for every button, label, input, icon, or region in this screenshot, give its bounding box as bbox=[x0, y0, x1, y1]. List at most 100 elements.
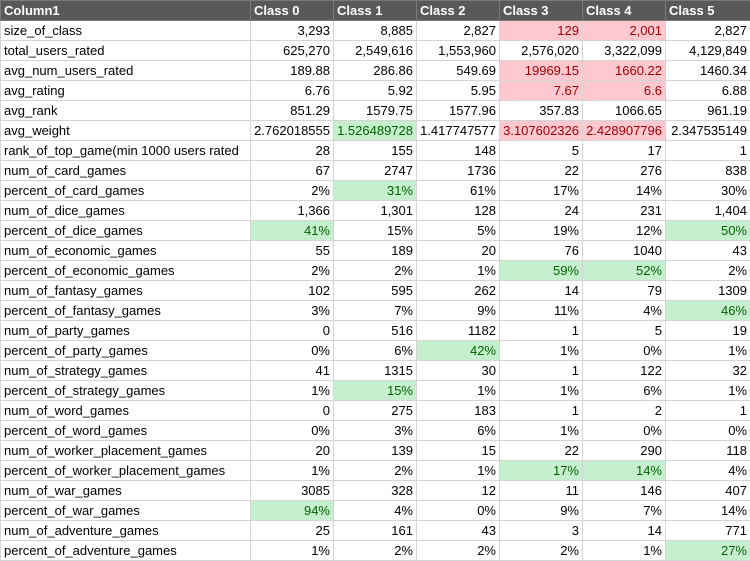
cell-class-4[interactable]: 0% bbox=[582, 340, 666, 361]
cell-class-5[interactable]: 14% bbox=[665, 500, 750, 521]
row-label[interactable]: num_of_strategy_games bbox=[0, 360, 251, 381]
cell-class-0[interactable]: 1,366 bbox=[250, 200, 334, 221]
cell-class-1[interactable]: 2% bbox=[333, 540, 417, 561]
cell-class-3[interactable]: 59% bbox=[499, 260, 583, 281]
cell-class-5[interactable]: 1460.34 bbox=[665, 60, 750, 81]
cell-class-4[interactable]: 4% bbox=[582, 300, 666, 321]
cell-class-3[interactable]: 1% bbox=[499, 340, 583, 361]
cell-class-1[interactable]: 328 bbox=[333, 480, 417, 501]
cell-class-2[interactable]: 1,553,960 bbox=[416, 40, 500, 61]
cell-class-2[interactable]: 1% bbox=[416, 460, 500, 481]
cell-class-5[interactable]: 1% bbox=[665, 380, 750, 401]
cell-class-4[interactable]: 1% bbox=[582, 540, 666, 561]
cell-class-0[interactable]: 2% bbox=[250, 180, 334, 201]
cell-class-2[interactable]: 262 bbox=[416, 280, 500, 301]
cell-class-2[interactable]: 549.69 bbox=[416, 60, 500, 81]
cell-class-1[interactable]: 286.86 bbox=[333, 60, 417, 81]
cell-class-5[interactable]: 4% bbox=[665, 460, 750, 481]
row-label[interactable]: avg_rating bbox=[0, 80, 251, 101]
row-label[interactable]: num_of_economic_games bbox=[0, 240, 251, 261]
cell-class-3[interactable]: 24 bbox=[499, 200, 583, 221]
cell-class-4[interactable]: 14 bbox=[582, 520, 666, 541]
cell-class-4[interactable]: 2.428907796 bbox=[582, 120, 666, 141]
cell-class-0[interactable]: 94% bbox=[250, 500, 334, 521]
cell-class-1[interactable]: 1,301 bbox=[333, 200, 417, 221]
cell-class-2[interactable]: 1182 bbox=[416, 320, 500, 341]
row-label[interactable]: percent_of_card_games bbox=[0, 180, 251, 201]
cell-class-5[interactable]: 2,827 bbox=[665, 20, 750, 41]
cell-class-3[interactable]: 2,576,020 bbox=[499, 40, 583, 61]
cell-class-3[interactable]: 22 bbox=[499, 440, 583, 461]
cell-class-4[interactable]: 6% bbox=[582, 380, 666, 401]
cell-class-3[interactable]: 357.83 bbox=[499, 100, 583, 121]
row-label[interactable]: size_of_class bbox=[0, 20, 251, 41]
cell-class-5[interactable]: 2% bbox=[665, 260, 750, 281]
cell-class-5[interactable]: 118 bbox=[665, 440, 750, 461]
row-label[interactable]: percent_of_dice_games bbox=[0, 220, 251, 241]
row-label[interactable]: num_of_fantasy_games bbox=[0, 280, 251, 301]
cell-class-2[interactable]: 0% bbox=[416, 500, 500, 521]
column-header-class-0[interactable]: Class 0 bbox=[250, 0, 334, 21]
row-label[interactable]: rank_of_top_game(min 1000 users rated bbox=[0, 140, 251, 161]
cell-class-4[interactable]: 79 bbox=[582, 280, 666, 301]
cell-class-0[interactable]: 41% bbox=[250, 220, 334, 241]
cell-class-3[interactable]: 17% bbox=[499, 180, 583, 201]
cell-class-5[interactable]: 27% bbox=[665, 540, 750, 561]
cell-class-2[interactable]: 15 bbox=[416, 440, 500, 461]
row-label[interactable]: percent_of_fantasy_games bbox=[0, 300, 251, 321]
cell-class-1[interactable]: 4% bbox=[333, 500, 417, 521]
cell-class-5[interactable]: 0% bbox=[665, 420, 750, 441]
cell-class-2[interactable]: 42% bbox=[416, 340, 500, 361]
cell-class-3[interactable]: 7.67 bbox=[499, 80, 583, 101]
cell-class-0[interactable]: 6.76 bbox=[250, 80, 334, 101]
cell-class-1[interactable]: 31% bbox=[333, 180, 417, 201]
cell-class-4[interactable]: 276 bbox=[582, 160, 666, 181]
row-label[interactable]: percent_of_strategy_games bbox=[0, 380, 251, 401]
cell-class-5[interactable]: 43 bbox=[665, 240, 750, 261]
cell-class-2[interactable]: 183 bbox=[416, 400, 500, 421]
cell-class-4[interactable]: 6.6 bbox=[582, 80, 666, 101]
cell-class-1[interactable]: 1.526489728 bbox=[333, 120, 417, 141]
cell-class-0[interactable]: 2% bbox=[250, 260, 334, 281]
row-label[interactable]: percent_of_economic_games bbox=[0, 260, 251, 281]
cell-class-5[interactable]: 32 bbox=[665, 360, 750, 381]
cell-class-1[interactable]: 189 bbox=[333, 240, 417, 261]
cell-class-5[interactable]: 46% bbox=[665, 300, 750, 321]
cell-class-2[interactable]: 2,827 bbox=[416, 20, 500, 41]
cell-class-4[interactable]: 1040 bbox=[582, 240, 666, 261]
cell-class-2[interactable]: 5.95 bbox=[416, 80, 500, 101]
cell-class-4[interactable]: 122 bbox=[582, 360, 666, 381]
row-label[interactable]: total_users_rated bbox=[0, 40, 251, 61]
cell-class-3[interactable]: 76 bbox=[499, 240, 583, 261]
row-label[interactable]: avg_rank bbox=[0, 100, 251, 121]
cell-class-1[interactable]: 1579.75 bbox=[333, 100, 417, 121]
cell-class-4[interactable]: 17 bbox=[582, 140, 666, 161]
cell-class-1[interactable]: 2,549,616 bbox=[333, 40, 417, 61]
cell-class-1[interactable]: 7% bbox=[333, 300, 417, 321]
cell-class-5[interactable]: 1,404 bbox=[665, 200, 750, 221]
cell-class-0[interactable]: 67 bbox=[250, 160, 334, 181]
cell-class-0[interactable]: 625,270 bbox=[250, 40, 334, 61]
cell-class-5[interactable]: 30% bbox=[665, 180, 750, 201]
cell-class-0[interactable]: 41 bbox=[250, 360, 334, 381]
cell-class-1[interactable]: 2747 bbox=[333, 160, 417, 181]
cell-class-2[interactable]: 1% bbox=[416, 380, 500, 401]
column-header-class-5[interactable]: Class 5 bbox=[665, 0, 750, 21]
cell-class-5[interactable]: 961.19 bbox=[665, 100, 750, 121]
cell-class-5[interactable]: 838 bbox=[665, 160, 750, 181]
cell-class-4[interactable]: 1066.65 bbox=[582, 100, 666, 121]
row-label[interactable]: percent_of_word_games bbox=[0, 420, 251, 441]
cell-class-3[interactable]: 1% bbox=[499, 380, 583, 401]
cell-class-2[interactable]: 12 bbox=[416, 480, 500, 501]
cell-class-5[interactable]: 1309 bbox=[665, 280, 750, 301]
row-label[interactable]: percent_of_war_games bbox=[0, 500, 251, 521]
cell-class-1[interactable]: 8,885 bbox=[333, 20, 417, 41]
cell-class-0[interactable]: 3% bbox=[250, 300, 334, 321]
cell-class-0[interactable]: 1% bbox=[250, 540, 334, 561]
cell-class-3[interactable]: 14 bbox=[499, 280, 583, 301]
row-label[interactable]: num_of_worker_placement_games bbox=[0, 440, 251, 461]
column-header-class-2[interactable]: Class 2 bbox=[416, 0, 500, 21]
column-header-class-3[interactable]: Class 3 bbox=[499, 0, 583, 21]
cell-class-2[interactable]: 20 bbox=[416, 240, 500, 261]
cell-class-5[interactable]: 4,129,849 bbox=[665, 40, 750, 61]
